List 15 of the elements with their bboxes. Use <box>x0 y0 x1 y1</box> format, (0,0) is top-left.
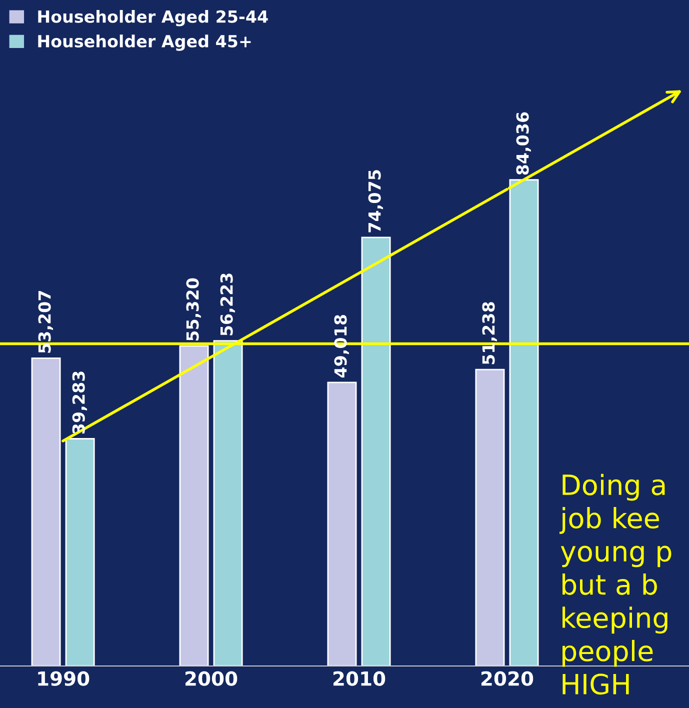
x-tick-label: 2010 <box>333 671 386 686</box>
data-label: 56,223 <box>220 274 236 336</box>
x-tick-label: 1990 <box>38 671 90 686</box>
data-label: 51,238 <box>482 302 497 364</box>
annotation: Doing a job kee young p but a b keeping people HIGH <box>559 474 672 695</box>
data-label: 84,036 <box>516 112 531 175</box>
x-tick-label: 2000 <box>186 671 238 686</box>
data-label: 49,018 <box>334 314 349 378</box>
data-label: 39,283 <box>72 372 88 434</box>
legend-label: Householder Aged 45+ <box>38 34 251 51</box>
legend-label: Householder Aged 25-44 <box>38 10 268 26</box>
data-label: 74,075 <box>368 170 383 232</box>
data-label: 55,320 <box>186 278 201 341</box>
x-tick-label: 2020 <box>481 671 534 686</box>
data-label: 53,207 <box>38 291 53 353</box>
